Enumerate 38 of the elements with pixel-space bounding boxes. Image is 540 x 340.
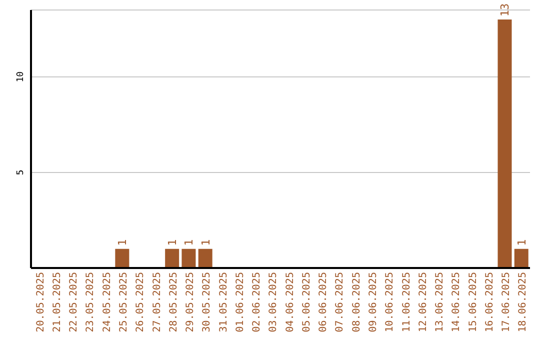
x-tick-label: 04.06.2025	[284, 272, 296, 332]
x-tick-label: 02.06.2025	[252, 272, 263, 332]
x-tick-label: 21.05.2025	[52, 272, 63, 332]
y-tick-label: 5	[16, 170, 26, 176]
x-tick-label: 13.06.2025	[434, 272, 446, 332]
data-label: 1	[116, 239, 130, 246]
x-tick-label: 06.06.2025	[318, 272, 330, 332]
y-tick-label: 10	[16, 71, 26, 82]
x-tick-label: 17.06.2025	[501, 272, 512, 332]
data-label: 1	[515, 239, 528, 246]
data-label: 1	[199, 239, 212, 246]
x-tick-label: 11.06.2025	[401, 272, 412, 332]
x-tick-label: 26.05.2025	[135, 272, 146, 332]
x-tick-label: 29.05.2025	[185, 272, 196, 332]
x-tick-label: 27.05.2025	[152, 272, 163, 332]
x-tick-label: 25.05.2025	[118, 272, 130, 332]
x-tick-label: 18.06.2025	[518, 272, 529, 332]
x-tick-label: 03.06.2025	[268, 272, 280, 332]
x-tick-label: 12.06.2025	[418, 272, 429, 332]
data-label: 1	[182, 239, 196, 246]
x-tick-label: 28.05.2025	[168, 272, 180, 332]
x-tick-label: 10.06.2025	[384, 272, 396, 332]
x-tick-label: 24.05.2025	[102, 272, 113, 332]
x-tick-label: 01.06.2025	[234, 272, 246, 332]
x-tick-label: 15.06.2025	[468, 272, 479, 332]
x-tick-label: 30.05.2025	[202, 272, 213, 332]
x-tick-label: 31.05.2025	[218, 272, 230, 332]
x-tick-label: 08.06.2025	[351, 272, 362, 332]
x-tick-label: 20.05.2025	[35, 272, 46, 332]
x-tick-label: 23.05.2025	[85, 272, 96, 332]
x-tick-label: 09.06.2025	[368, 272, 379, 332]
x-tick-label: 05.06.2025	[301, 272, 312, 332]
data-label: 1	[166, 239, 180, 246]
x-tick-label: 22.05.2025	[68, 272, 80, 332]
x-tick-label: 07.06.2025	[334, 272, 346, 332]
data-label: 13	[498, 3, 512, 17]
x-tick-label: 16.06.2025	[484, 272, 496, 332]
x-tick-label: 14.06.2025	[451, 272, 462, 332]
